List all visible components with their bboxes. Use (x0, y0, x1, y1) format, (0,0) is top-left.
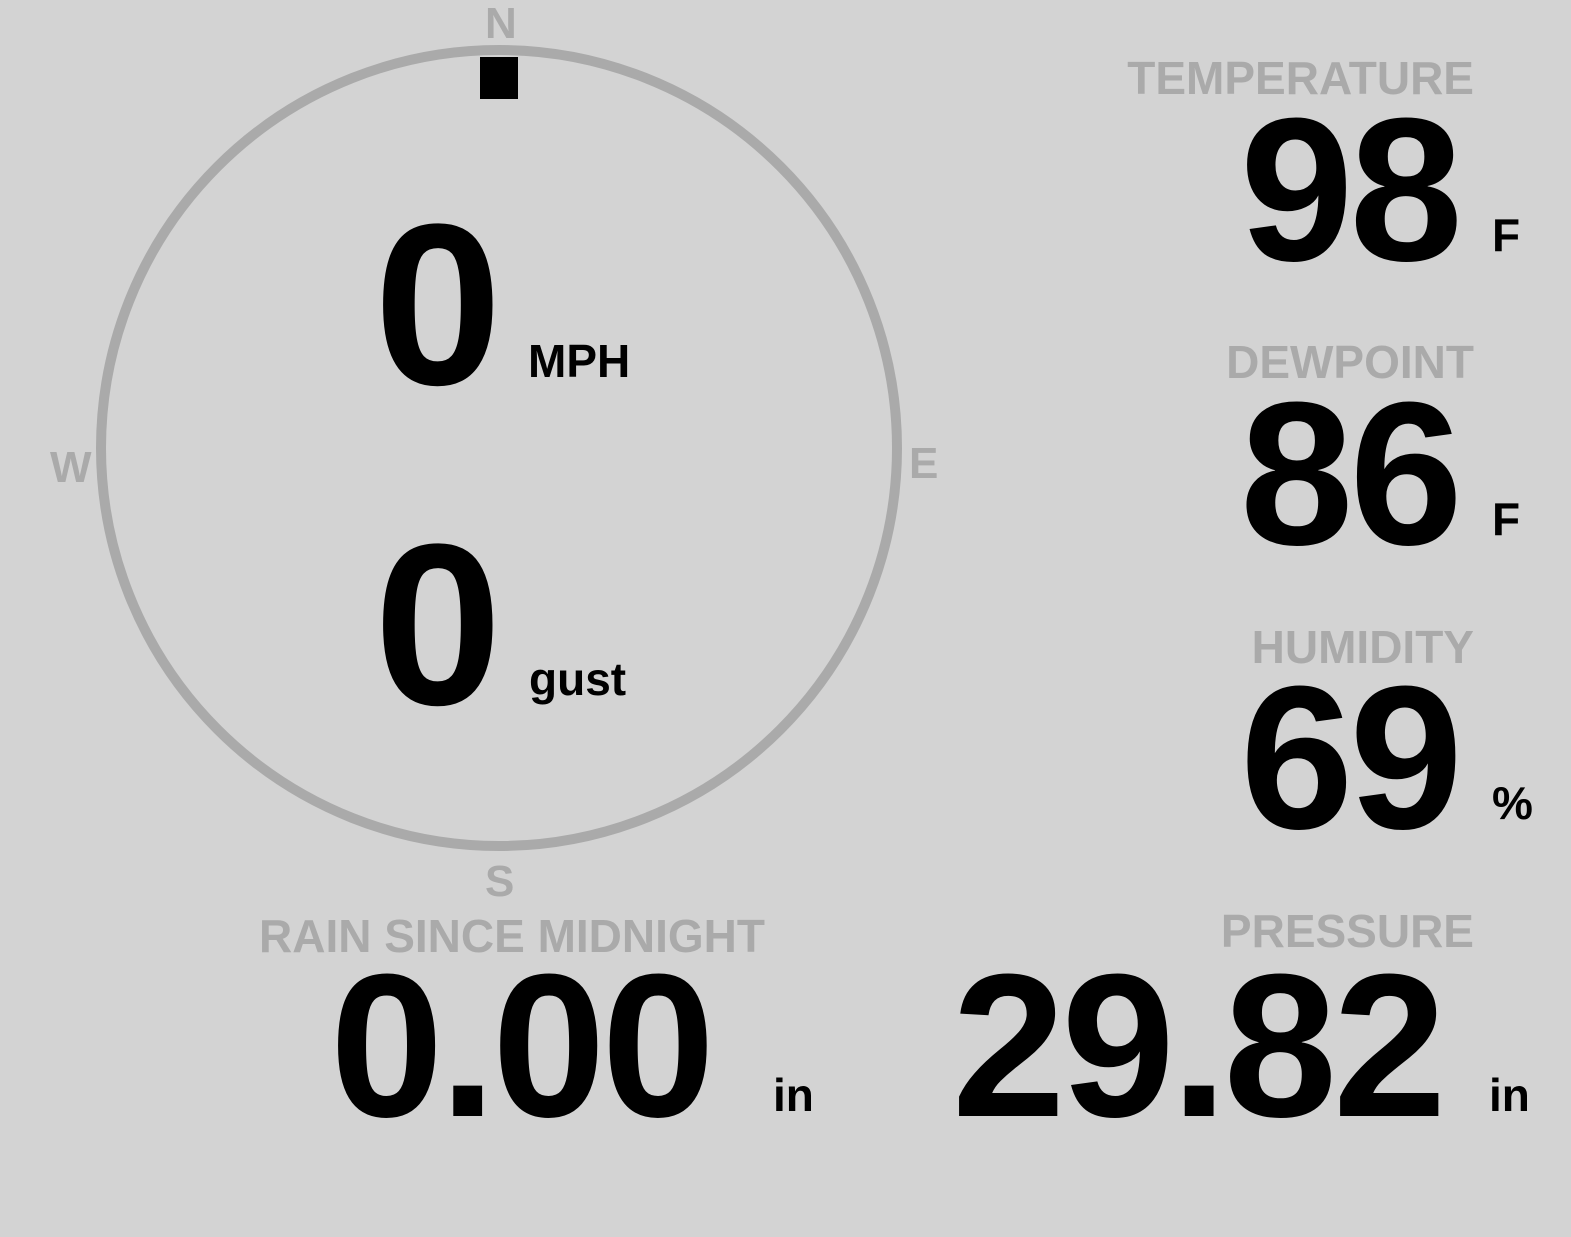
wind-speed-value: 0 (374, 176, 502, 433)
rain-unit: in (773, 1069, 814, 1121)
compass-w: W (50, 443, 92, 492)
compass-s: S (485, 857, 515, 906)
wind-gust-value: 0 (374, 496, 502, 753)
rain-value: 0.00 (330, 932, 715, 1160)
temperature-unit: F (1492, 209, 1521, 261)
dewpoint-card: DEWPOINT (1226, 339, 1474, 385)
dewpoint-unit: F (1492, 493, 1521, 545)
wind-speed-unit: MPH (528, 335, 631, 387)
temperature-label: TEMPERATURE (1127, 52, 1474, 104)
pressure-card: PRESSURE (1221, 908, 1474, 954)
humidity-value: 69 (1240, 644, 1463, 872)
compass-circle (96, 45, 902, 851)
pressure-unit: in (1489, 1069, 1530, 1121)
compass-n: N (485, 0, 517, 48)
temperature-card: TEMPERATURE (1127, 55, 1474, 101)
dewpoint-value: 86 (1240, 360, 1463, 588)
humidity-unit: % (1492, 777, 1533, 829)
rain-label: RAIN SINCE MIDNIGHT (259, 910, 765, 962)
wind-direction-marker (480, 57, 518, 99)
wind-gust-unit: gust (529, 653, 627, 705)
humidity-card: HUMIDITY (1252, 624, 1474, 670)
pressure-label: PRESSURE (1220, 905, 1474, 957)
temperature-value: 98 (1240, 76, 1463, 304)
humidity-label: HUMIDITY (1251, 621, 1474, 673)
pressure-value: 29.82 (952, 932, 1446, 1160)
dewpoint-label: DEWPOINT (1226, 336, 1474, 388)
compass-e: E (909, 439, 939, 488)
compass-ring (96, 45, 902, 851)
